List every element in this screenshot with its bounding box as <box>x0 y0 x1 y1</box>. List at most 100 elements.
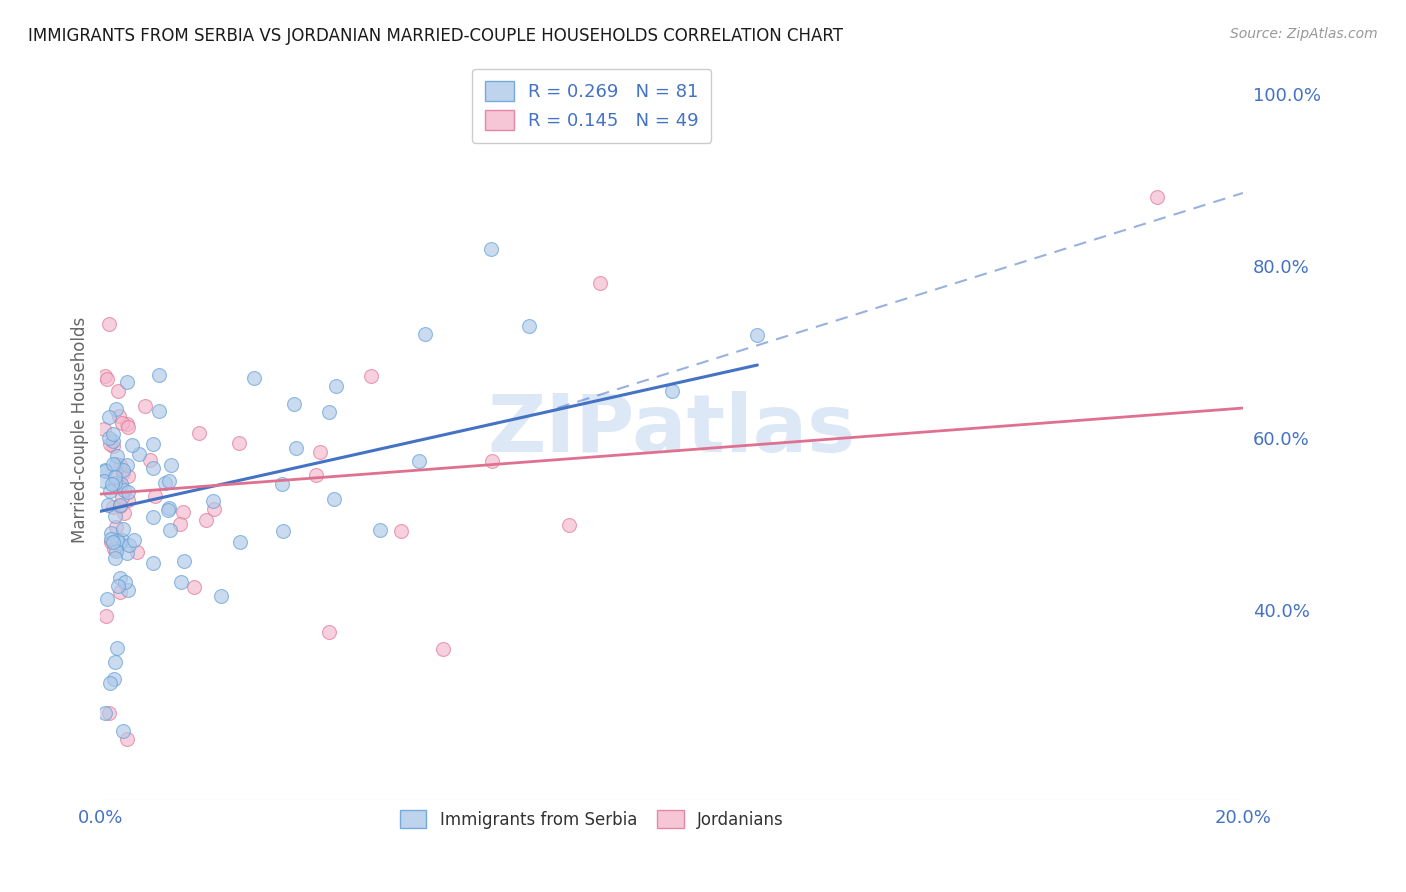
Point <box>98 431 121 445</box>
Point <box>481 454 503 468</box>
Point <box>110 490 132 504</box>
Point <box>94 706 117 721</box>
Point <box>94 608 117 623</box>
Point <box>110 477 132 491</box>
Point <box>118 537 141 551</box>
Point <box>93 422 115 436</box>
Point <box>128 447 150 461</box>
Point <box>111 522 134 536</box>
Point <box>98 484 121 499</box>
Point <box>104 544 127 558</box>
Point <box>159 523 181 537</box>
Point <box>94 369 117 384</box>
Point <box>156 503 179 517</box>
Point <box>100 532 122 546</box>
Point <box>305 468 328 483</box>
Point <box>125 545 148 559</box>
Point <box>100 535 122 549</box>
Point <box>104 508 127 523</box>
Point <box>105 640 128 655</box>
Point <box>115 732 138 747</box>
Point <box>413 326 436 341</box>
Point <box>228 435 250 450</box>
Point <box>112 723 135 738</box>
Point <box>242 371 264 385</box>
Point <box>105 533 128 548</box>
Point <box>201 494 224 508</box>
Text: ZIPatlas: ZIPatlas <box>488 391 856 468</box>
Point <box>169 517 191 532</box>
Point <box>1146 190 1168 204</box>
Point <box>157 474 180 488</box>
Point <box>121 437 143 451</box>
Point <box>159 500 181 515</box>
Point <box>101 477 124 491</box>
Point <box>97 409 120 424</box>
Point <box>98 437 121 451</box>
Point <box>104 551 127 566</box>
Point <box>101 500 124 514</box>
Point <box>104 470 127 484</box>
Point <box>117 583 139 598</box>
Point <box>170 574 193 589</box>
Point <box>661 384 683 398</box>
Point <box>108 585 131 599</box>
Point <box>100 526 122 541</box>
Point <box>194 513 217 527</box>
Point <box>318 624 340 639</box>
Point <box>103 542 125 557</box>
Point <box>96 592 118 607</box>
Point <box>101 440 124 454</box>
Point <box>148 368 170 383</box>
Point <box>747 327 769 342</box>
Point <box>117 485 139 500</box>
Point <box>105 520 128 534</box>
Point <box>108 458 131 472</box>
Point <box>98 318 121 332</box>
Point <box>94 464 117 478</box>
Point <box>115 458 138 472</box>
Point <box>283 397 305 411</box>
Point <box>122 533 145 548</box>
Point <box>96 372 118 386</box>
Point <box>389 524 412 538</box>
Point <box>271 524 294 538</box>
Point <box>143 489 166 503</box>
Point <box>110 499 132 513</box>
Point <box>134 399 156 413</box>
Point <box>104 476 127 491</box>
Point <box>172 505 194 519</box>
Point <box>139 453 162 467</box>
Point <box>229 535 252 549</box>
Point <box>432 642 454 657</box>
Point <box>517 319 540 334</box>
Point <box>117 492 139 507</box>
Point <box>117 468 139 483</box>
Point <box>360 369 382 384</box>
Point <box>142 461 165 475</box>
Point <box>101 434 124 449</box>
Point <box>111 466 134 480</box>
Point <box>107 409 129 423</box>
Point <box>104 656 127 670</box>
Point <box>115 546 138 560</box>
Point <box>188 425 211 440</box>
Point <box>318 405 340 419</box>
Point <box>153 475 176 490</box>
Point <box>141 509 163 524</box>
Point <box>110 571 132 585</box>
Point <box>101 427 124 442</box>
Text: IMMIGRANTS FROM SERBIA VS JORDANIAN MARRIED-COUPLE HOUSEHOLDS CORRELATION CHART: IMMIGRANTS FROM SERBIA VS JORDANIAN MARR… <box>28 27 844 45</box>
Point <box>325 379 347 393</box>
Point <box>271 476 294 491</box>
Y-axis label: Married-couple Households: Married-couple Households <box>72 317 89 542</box>
Point <box>173 554 195 568</box>
Point <box>94 463 117 477</box>
Point <box>107 384 129 399</box>
Point <box>107 479 129 493</box>
Point <box>114 574 136 589</box>
Point <box>479 242 502 256</box>
Point <box>202 502 225 516</box>
Point <box>209 589 232 603</box>
Text: Source: ZipAtlas.com: Source: ZipAtlas.com <box>1230 27 1378 41</box>
